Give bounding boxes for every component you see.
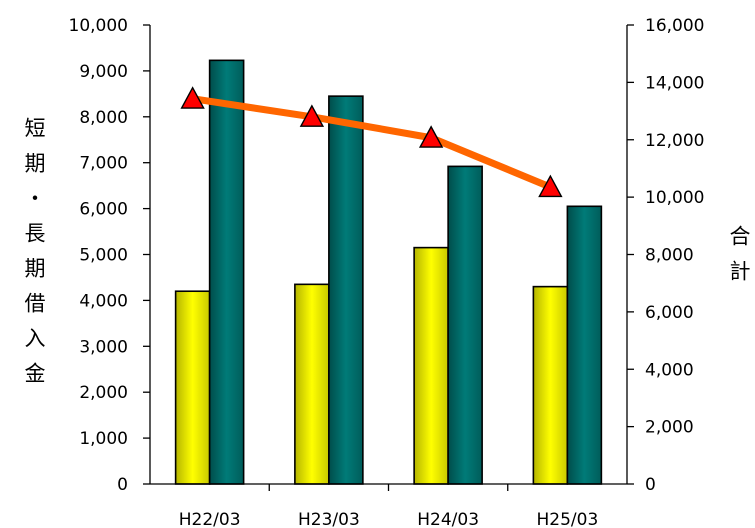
- x-tick-labels: H22/03 H23/03 H24/03 H25/03: [179, 510, 599, 528]
- left-tick-label: 1,000: [79, 429, 128, 449]
- left-tick-label: 8,000: [79, 108, 128, 128]
- right-axis-title-char: 合: [730, 225, 751, 249]
- left-axis-title-char: 長: [25, 222, 46, 246]
- right-tick-label: 4,000: [645, 360, 694, 380]
- bars-layer: [174, 59, 603, 485]
- left-tick-label: 10,000: [69, 16, 128, 36]
- right-tick-label: 8,000: [645, 246, 694, 266]
- right-tick-label: 14,000: [645, 73, 704, 93]
- total-marker-0: [180, 86, 205, 109]
- bar-series1-0: [174, 290, 211, 485]
- total-line: [192, 95, 552, 191]
- bar-series2-3: [566, 205, 603, 485]
- total-line-layer: [180, 86, 563, 198]
- left-tick-label: 4,000: [79, 291, 128, 311]
- left-axis-title-char: 期: [25, 152, 46, 176]
- left-tick-label: 2,000: [79, 383, 128, 403]
- right-axis-title-char: 計: [730, 260, 751, 284]
- left-tick-label: 9,000: [79, 62, 128, 82]
- right-axis-title: 合計: [730, 225, 751, 284]
- right-tick-label: 12,000: [645, 131, 704, 151]
- right-tick-label: 10,000: [645, 188, 704, 208]
- left-tick-labels: 0 1,000 2,000 3,000 4,000 5,000 6,000 7,000 8,00…: [69, 16, 128, 495]
- left-tick-label: 5,000: [79, 246, 128, 266]
- left-tick-label: 6,000: [79, 200, 128, 220]
- right-tick-label: 2,000: [645, 418, 694, 438]
- x-tick-label: H25/03: [536, 510, 598, 528]
- total-marker-2: [418, 125, 444, 148]
- left-tick-label: 0: [117, 475, 128, 495]
- left-axis-title-char: ・: [25, 187, 46, 211]
- left-axis-title-char: 金: [25, 362, 46, 386]
- left-tick-label: 7,000: [79, 154, 128, 174]
- bar-series2-1: [328, 95, 364, 485]
- total-marker-1: [299, 104, 325, 127]
- bar-series1-3: [532, 285, 569, 485]
- bar-series2-0: [208, 59, 245, 485]
- x-tick-label: H24/03: [417, 510, 479, 528]
- axes-layer: [143, 24, 634, 491]
- left-axis-title-char: 短: [25, 117, 46, 141]
- left-axis-title-char: 入: [25, 327, 46, 351]
- right-tick-label: 16,000: [645, 16, 704, 36]
- right-tick-labels: 0 2,000 4,000 6,000 8,000 10,000 12,000 14,000 1…: [645, 16, 704, 495]
- bar-series2-2: [447, 165, 483, 485]
- right-tick-label: 6,000: [645, 303, 694, 323]
- x-tick-label: H23/03: [298, 510, 360, 528]
- left-tick-label: 3,000: [79, 337, 128, 357]
- total-marker-3: [538, 174, 563, 198]
- left-axis-title-char: 借: [25, 292, 46, 316]
- right-tick-label: 0: [645, 475, 656, 495]
- x-tick-label: H22/03: [179, 510, 241, 528]
- bar-series1-1: [294, 283, 330, 485]
- bar-series1-2: [413, 246, 449, 485]
- left-axis-title-char: 期: [25, 257, 46, 281]
